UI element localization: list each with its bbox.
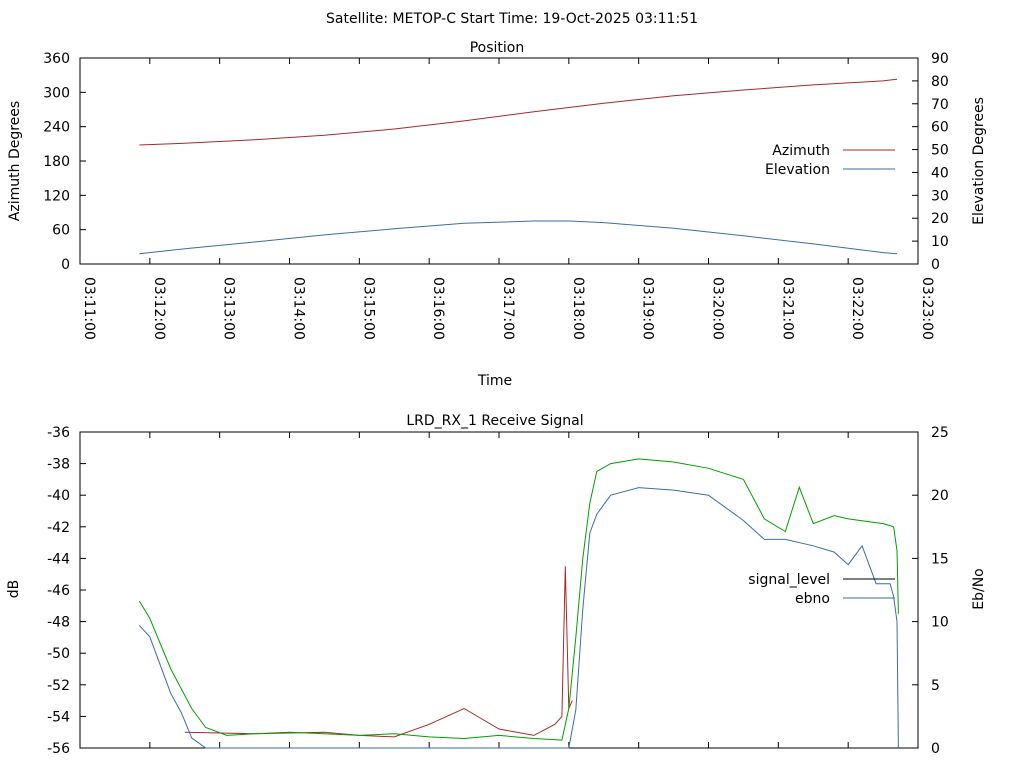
position-x-axis-label: Time xyxy=(477,373,512,389)
x-tick-label: 03:17:00 xyxy=(500,277,516,340)
series-line-0 xyxy=(184,566,573,738)
y2-tick-label: 10 xyxy=(931,234,949,250)
signal-y2-axis-label: Eb/No xyxy=(971,568,987,610)
y2-tick-label: 20 xyxy=(931,211,949,227)
page-title: Satellite: METOP-C Start Time: 19-Oct-20… xyxy=(326,11,698,27)
y-tick-label: -36 xyxy=(47,425,70,441)
x-tick-label: 03:19:00 xyxy=(640,277,656,340)
legend-label: Elevation xyxy=(765,162,830,178)
y-tick-label: 120 xyxy=(43,188,70,204)
y2-tick-label: 80 xyxy=(931,74,949,90)
y2-tick-label: 60 xyxy=(931,120,949,136)
x-tick-label: 03:18:00 xyxy=(570,277,586,340)
y-tick-label: 360 xyxy=(43,51,70,67)
signal-y-axis-label: dB xyxy=(6,580,22,599)
x-tick-label: 03:14:00 xyxy=(291,277,307,340)
y-tick-label: -42 xyxy=(47,520,70,536)
y2-tick-label: 70 xyxy=(931,97,949,113)
y-tick-label: -46 xyxy=(47,583,70,599)
y2-tick-label: 0 xyxy=(931,741,940,757)
legend-label: Azimuth xyxy=(772,143,830,159)
x-tick-label: 03:16:00 xyxy=(430,277,446,340)
x-tick-label: 03:22:00 xyxy=(849,277,865,340)
x-tick-label: 03:23:00 xyxy=(919,277,935,340)
y-tick-label: -50 xyxy=(47,646,70,662)
series-line-2 xyxy=(139,487,899,749)
position-chart: Position 03:11:00 03:12:00 03:13:00 03:14:0… xyxy=(7,40,987,389)
y2-tick-label: 5 xyxy=(931,678,940,694)
y-tick-label: -38 xyxy=(47,457,70,473)
plot-border xyxy=(79,57,919,265)
signal-chart-title: LRD_RX_1 Receive Signal xyxy=(406,413,583,429)
y-tick-label: 300 xyxy=(43,85,70,101)
y-tick-label: -44 xyxy=(47,551,70,567)
x-tick-label: 03:12:00 xyxy=(151,277,167,340)
position-y-axis-label: Azimuth Degrees xyxy=(7,101,23,221)
y-tick-label: -52 xyxy=(47,678,70,694)
y-tick-label: -54 xyxy=(47,709,70,725)
plot-border xyxy=(79,431,919,749)
x-tick-label: 03:11:00 xyxy=(81,277,97,340)
y2-tick-label: 40 xyxy=(931,165,949,181)
y-tick-label: -56 xyxy=(47,741,70,757)
signal-axes: -56 -54 -52 -50 -48 -46 -44 -42 -40 -38 -36 0 5 10 15 2… xyxy=(47,425,949,757)
x-tick-label: 03:13:00 xyxy=(221,277,237,340)
signal-chart: LRD_RX_1 Receive Signal -56-54-52-50-48-… xyxy=(6,413,987,757)
y2-tick-label: 0 xyxy=(931,257,940,273)
y-tick-label: 180 xyxy=(43,154,70,170)
x-tick-label: 03:21:00 xyxy=(779,277,795,340)
series-line-0-azimuth xyxy=(139,78,898,146)
y2-tick-label: 90 xyxy=(931,51,949,67)
y2-tick-label: 50 xyxy=(931,143,949,159)
position-axes: 03:11:00 03:12:00 03:13:00 03:14:00 03:15:00… xyxy=(43,51,949,340)
y2-tick-label: 30 xyxy=(931,188,949,204)
position-series xyxy=(139,78,898,255)
y-tick-label: -48 xyxy=(47,615,70,631)
y-tick-label: -40 xyxy=(47,488,70,504)
y2-tick-label: 20 xyxy=(931,488,949,504)
y-tick-label: 0 xyxy=(61,257,70,273)
y-tick-label: 240 xyxy=(43,120,70,136)
x-tick-label: 03:20:00 xyxy=(710,277,726,340)
series-line-1-elevation xyxy=(139,220,898,255)
signal-series xyxy=(138,458,899,749)
y2-tick-label: 10 xyxy=(931,615,949,631)
position-legend: Azimuth Elevation xyxy=(765,143,895,178)
y2-tick-label: 25 xyxy=(931,425,949,441)
series-line-1 xyxy=(138,458,899,741)
y-tick-label: 60 xyxy=(52,223,70,239)
x-tick-label: 03:15:00 xyxy=(360,277,376,340)
legend-label: ebno xyxy=(795,591,830,607)
position-chart-title: Position xyxy=(470,40,525,56)
y2-tick-label: 15 xyxy=(931,551,949,567)
position-y2-axis-label: Elevation Degrees xyxy=(971,97,987,225)
legend-label: signal_level xyxy=(748,572,830,588)
